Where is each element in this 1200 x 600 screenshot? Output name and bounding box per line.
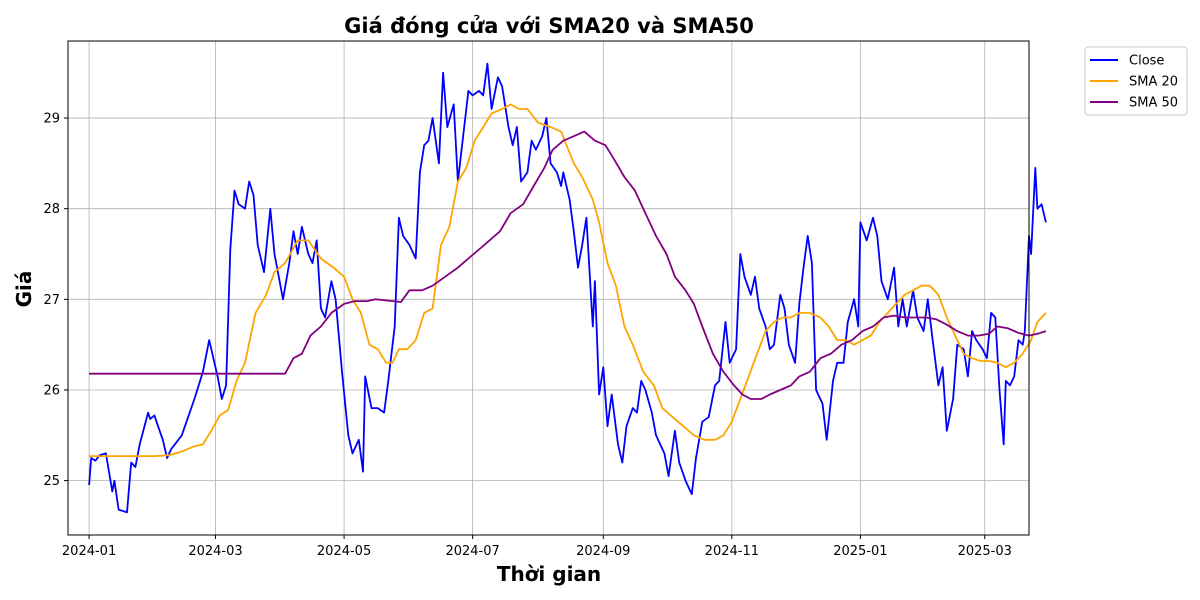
- x-axis-label: Thời gian: [497, 562, 601, 586]
- grid: [68, 41, 1029, 535]
- series-line-close: [88, 62, 1047, 514]
- legend-label-close: Close: [1129, 54, 1164, 69]
- y-axis: 25 26 27 28 29: [43, 112, 68, 489]
- y-tick-label: 25: [43, 474, 60, 489]
- x-tick-label: 2024-11: [705, 544, 759, 559]
- x-tick-label: 2024-05: [317, 544, 371, 559]
- x-tick-label: 2025-01: [833, 544, 887, 559]
- legend-box: [1084, 46, 1188, 116]
- x-tick-label: 2024-07: [445, 544, 499, 559]
- y-tick-label: 29: [43, 112, 60, 127]
- y-tick-label: 28: [43, 202, 60, 217]
- plot-frame: [67, 40, 1030, 536]
- x-tick-label: 2024-09: [576, 544, 630, 559]
- x-tick-label: 2025-03: [958, 544, 1012, 559]
- series-line-sma20: [89, 103, 1047, 458]
- x-tick-label: 2024-01: [62, 544, 116, 559]
- y-tick-label: 27: [43, 293, 60, 308]
- series-line-sma50: [89, 130, 1047, 400]
- legend-label-sma50: SMA 50: [1129, 96, 1178, 111]
- y-axis-label: Giá: [12, 271, 36, 308]
- legend: Close SMA 20 SMA 50: [1084, 46, 1188, 116]
- y-tick-label: 26: [43, 383, 60, 398]
- chart-title: Giá đóng cửa với SMA20 và SMA50: [344, 14, 754, 38]
- plot-area: [88, 62, 1047, 514]
- legend-label-sma20: SMA 20: [1129, 75, 1178, 90]
- x-axis: 2024-01 2024-03 2024-05 2024-07 2024-09 2024-…: [62, 535, 1012, 559]
- x-tick-label: 2024-03: [188, 544, 242, 559]
